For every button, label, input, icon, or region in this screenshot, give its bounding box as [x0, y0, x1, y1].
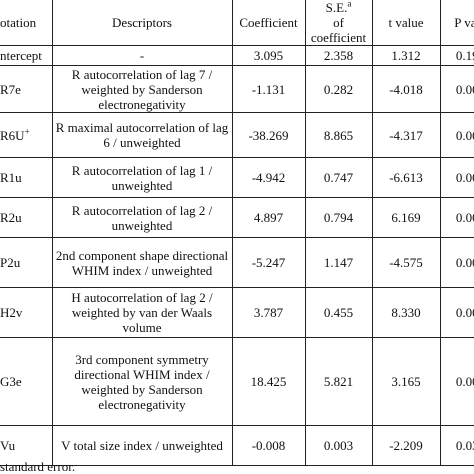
table-cell: 3.165 — [371, 337, 440, 426]
table-cell: 0.00 — [439, 65, 474, 113]
table-row: R7e R autocorrelation of lag 7 / weighted… — [0, 65, 474, 113]
cell-text: S.E. — [325, 0, 348, 15]
table-cell: -4.317 — [371, 112, 440, 158]
table-row: R6U+ R maximal autocorrelation of lag 6 /… — [0, 112, 474, 158]
table-cell: -5.247 — [231, 237, 305, 288]
superscript: a — [347, 0, 352, 9]
table-cell: 0.00 — [439, 112, 474, 158]
table-cell: V total size index / unweighted — [51, 425, 232, 466]
table-cell: H2v — [0, 287, 52, 338]
table-cell: -38.269 — [231, 112, 305, 158]
table-cell: -2.209 — [371, 425, 440, 466]
table-cell: 0.747 — [304, 157, 372, 198]
table-cell: H autocorrelation of lag 2 / weighted by… — [51, 287, 232, 338]
header-cell: P val — [439, 0, 474, 46]
table-cell: 8.865 — [304, 112, 372, 158]
table-cell: P2u — [0, 237, 52, 288]
header-cell: Descriptors — [51, 0, 232, 46]
table-cell: R6U+ — [0, 112, 52, 158]
table-cell: R autocorrelation of lag 7 / weighted by… — [51, 65, 232, 113]
table-cell: R autocorrelation of lag 2 / unweighted — [51, 197, 232, 238]
table-cell: 4.897 — [231, 197, 305, 238]
table-cell: 0.003 — [304, 425, 372, 466]
table-cell: 0.00 — [439, 197, 474, 238]
table-cell: -0.008 — [231, 425, 305, 466]
superscript: + — [24, 126, 30, 137]
header-cell: Coefficient — [231, 0, 305, 46]
table-cell: -4.942 — [231, 157, 305, 198]
table-cell: 6.169 — [371, 197, 440, 238]
table-cell: R maximal autocorrelation of lag 6 / unw… — [51, 112, 232, 158]
table-cell: 0.00 — [439, 157, 474, 198]
table-cell: R1u — [0, 157, 52, 198]
table-cell: 3.095 — [231, 45, 305, 66]
table-row: H2v H autocorrelation of lag 2 / weighted… — [0, 287, 474, 338]
cell-text: R6U — [0, 127, 25, 143]
header-row: otation Descriptors Coefficient S.E.a of coe… — [0, 0, 474, 46]
table-cell: R autocorrelation of lag 1 / unweighted — [51, 157, 232, 198]
table-cell: ntercept — [0, 45, 52, 66]
header-cell: t value — [371, 0, 440, 46]
footnote: standard error. — [0, 459, 76, 474]
table-cell: 18.425 — [231, 337, 305, 426]
table-cell: -4.018 — [371, 65, 440, 113]
table-cell: 5.821 — [304, 337, 372, 426]
table-cell: 0.03 — [439, 425, 474, 466]
table-row: P2u 2nd component shape directional WHIM … — [0, 237, 474, 288]
table-cell: R2u — [0, 197, 52, 238]
table-cell: -4.575 — [371, 237, 440, 288]
table-cell: 0.00 — [439, 287, 474, 338]
table-cell: 3rd component symmetry directional WHIM … — [51, 337, 232, 426]
table-cell: - — [51, 45, 232, 66]
table-row: G3e 3rd component symmetry directional WH… — [0, 337, 474, 426]
table-cell: 0.19 — [439, 45, 474, 66]
table-row: R1u R autocorrelation of lag 1 / unweight… — [0, 157, 474, 198]
table-cell: 0.282 — [304, 65, 372, 113]
table-cell: -6.613 — [371, 157, 440, 198]
table-cell: 3.787 — [231, 287, 305, 338]
table-row: R2u R autocorrelation of lag 2 / unweight… — [0, 197, 474, 238]
table-row: Vu V total size index / unweighted -0.008 0… — [0, 425, 474, 466]
table-cell: G3e — [0, 337, 52, 426]
table-cell: 0.794 — [304, 197, 372, 238]
table-cell: Vu — [0, 425, 52, 466]
table-cell: R7e — [0, 65, 52, 113]
table-cell: 2.358 — [304, 45, 372, 66]
header-cell: S.E.a of coefficient — [304, 0, 372, 46]
table-cell: 0.455 — [304, 287, 372, 338]
table-cell: 1.147 — [304, 237, 372, 288]
cell-text: of coefficient — [310, 15, 367, 45]
table-cell: 0.00 — [439, 237, 474, 288]
table-cell: -1.131 — [231, 65, 305, 113]
table-cell: 0.00 — [439, 337, 474, 426]
table-cell: 8.330 — [371, 287, 440, 338]
table-cell: 1.312 — [371, 45, 440, 66]
header-cell: otation — [0, 0, 52, 46]
table-cell: 2nd component shape directional WHIM ind… — [51, 237, 232, 288]
